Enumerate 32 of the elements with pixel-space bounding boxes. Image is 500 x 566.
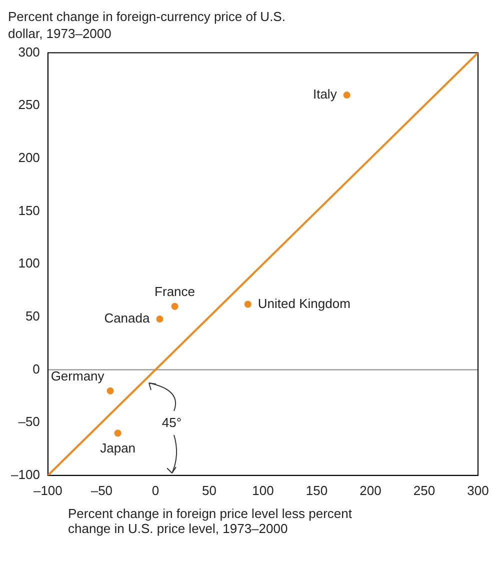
y-axis-title: Percent change in foreign-currency price of U.S. dollar, 1973–2000	[8, 8, 286, 42]
y-tick-label: 0	[32, 361, 40, 376]
x-tick-label: 200	[360, 482, 382, 498]
series-label: France	[154, 284, 196, 299]
series-label: Italy	[312, 86, 338, 102]
y-tick-label: 300	[18, 44, 40, 60]
series-label: Canada	[104, 310, 150, 326]
y-tick-label: –100	[11, 466, 40, 482]
x-tick-label: –50	[90, 482, 113, 498]
point	[171, 302, 178, 310]
y-tick-label: –50	[18, 414, 40, 430]
x-axis-title: Percent change in foreign price level less percent change in U.S. price level, 1973–2000	[68, 506, 353, 536]
x-tick-label: 100	[252, 482, 274, 498]
x-tick-label: 250	[413, 482, 436, 498]
y-tick-label: 50	[25, 308, 40, 324]
y-tick-label: 250	[18, 97, 40, 112]
x-tick-label: 150	[306, 482, 328, 498]
x-tick-label: 300	[467, 482, 489, 498]
series-label: Japan	[100, 440, 136, 456]
series-label: United Kingdom	[258, 296, 350, 311]
point	[343, 92, 350, 99]
point	[106, 387, 114, 394]
point	[156, 316, 164, 323]
annotation: 45°	[162, 414, 182, 430]
point	[244, 300, 252, 308]
y-tick-label: 100	[18, 256, 40, 271]
y-tick-label: 200	[18, 150, 40, 166]
y-tick-label: 150	[18, 202, 40, 218]
point	[114, 430, 122, 437]
x-tick-label: 50	[202, 482, 216, 498]
x-tick-label: 0	[152, 482, 160, 498]
series-label: Germany	[50, 368, 105, 384]
